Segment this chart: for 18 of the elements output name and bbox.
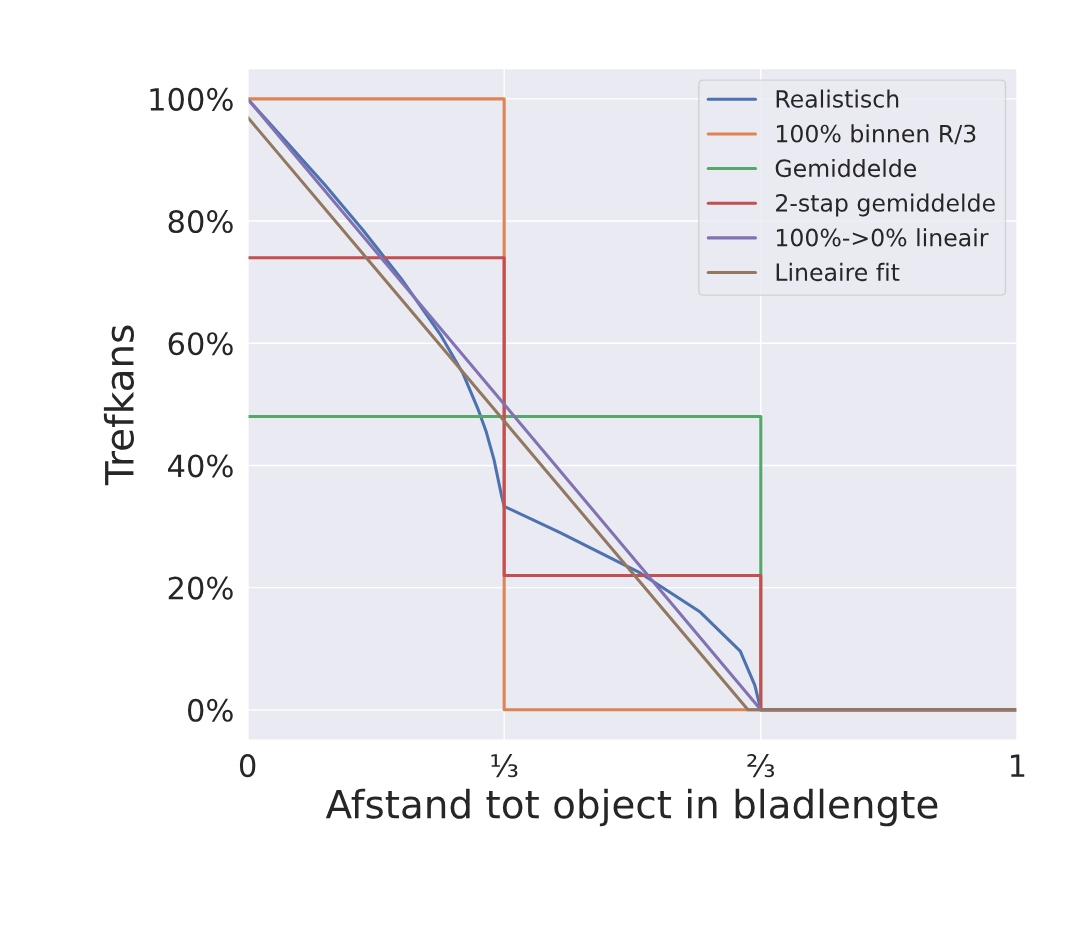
legend-label: 2-stap gemiddelde: [776, 193, 995, 217]
legend-label: Realistisch: [776, 89, 899, 108]
y-tick-label: 40%: [168, 454, 233, 478]
y-tick-label: 100%: [150, 87, 233, 111]
legend-label: 100% binnen R/3: [776, 124, 976, 145]
x-axis-title: Afstand tot object in bladlengte: [325, 788, 938, 827]
legend-label: Lineaire fit: [776, 262, 900, 282]
legend-label: 100%->0% lineair: [776, 228, 989, 247]
y-tick-label: 60%: [168, 332, 233, 356]
legend-label: Gemiddelde: [775, 158, 917, 178]
y-axis-title: Trefkans: [103, 325, 134, 486]
x-tick-label: 0: [239, 754, 256, 778]
x-tick-label: ⅓: [491, 754, 518, 778]
x-tick-label: 1: [1010, 754, 1025, 777]
y-tick-label: 80%: [168, 210, 233, 234]
x-tick-label: ⅔: [747, 754, 775, 778]
y-tick-label: 20%: [168, 576, 233, 600]
y-tick-label: 0%: [187, 698, 233, 722]
